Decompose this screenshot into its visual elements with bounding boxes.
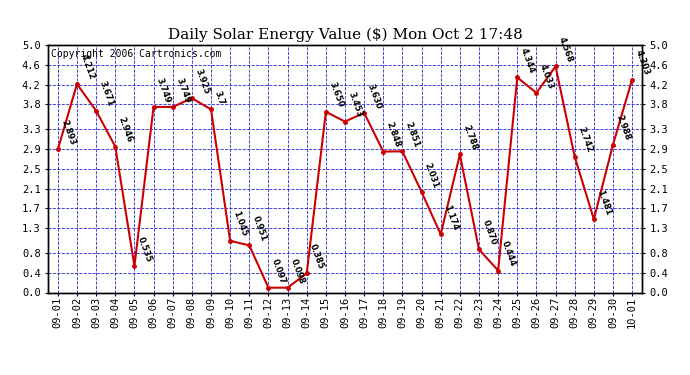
- Text: 1.045: 1.045: [232, 210, 249, 238]
- Text: 0.097: 0.097: [270, 257, 287, 285]
- Text: 3.650: 3.650: [327, 81, 345, 109]
- Text: 0.385: 0.385: [308, 243, 326, 271]
- Text: 3.630: 3.630: [366, 82, 383, 110]
- Text: 2.031: 2.031: [423, 161, 440, 189]
- Text: 4.303: 4.303: [633, 49, 651, 77]
- Text: 3.453: 3.453: [346, 91, 364, 119]
- Text: 2.988: 2.988: [614, 114, 632, 142]
- Text: 0.098: 0.098: [289, 257, 306, 285]
- Text: 2.946: 2.946: [117, 116, 135, 144]
- Text: 3.671: 3.671: [97, 80, 115, 108]
- Text: 4.344: 4.344: [519, 46, 536, 75]
- Title: Daily Solar Energy Value ($) Mon Oct 2 17:48: Daily Solar Energy Value ($) Mon Oct 2 1…: [168, 28, 522, 42]
- Text: 4.212: 4.212: [79, 53, 96, 81]
- Text: 2.848: 2.848: [384, 121, 402, 149]
- Text: 2.893: 2.893: [59, 118, 77, 147]
- Text: 0.535: 0.535: [136, 235, 153, 263]
- Text: 2.851: 2.851: [404, 120, 422, 148]
- Text: 4.033: 4.033: [538, 62, 555, 90]
- Text: 1.481: 1.481: [595, 188, 613, 216]
- Text: 3.925: 3.925: [193, 68, 210, 95]
- Text: 2.742: 2.742: [576, 126, 593, 154]
- Text: 1.174: 1.174: [442, 204, 460, 232]
- Text: 0.951: 0.951: [250, 214, 268, 243]
- Text: 2.788: 2.788: [461, 124, 479, 152]
- Text: 3.7: 3.7: [213, 90, 226, 106]
- Text: Copyright 2006 Cartronics.com: Copyright 2006 Cartronics.com: [51, 49, 221, 59]
- Text: 0.870: 0.870: [480, 219, 497, 247]
- Text: 4.568: 4.568: [557, 36, 575, 64]
- Text: 3.749: 3.749: [174, 76, 192, 104]
- Text: 0.444: 0.444: [500, 240, 517, 268]
- Text: 3.749: 3.749: [155, 76, 172, 104]
